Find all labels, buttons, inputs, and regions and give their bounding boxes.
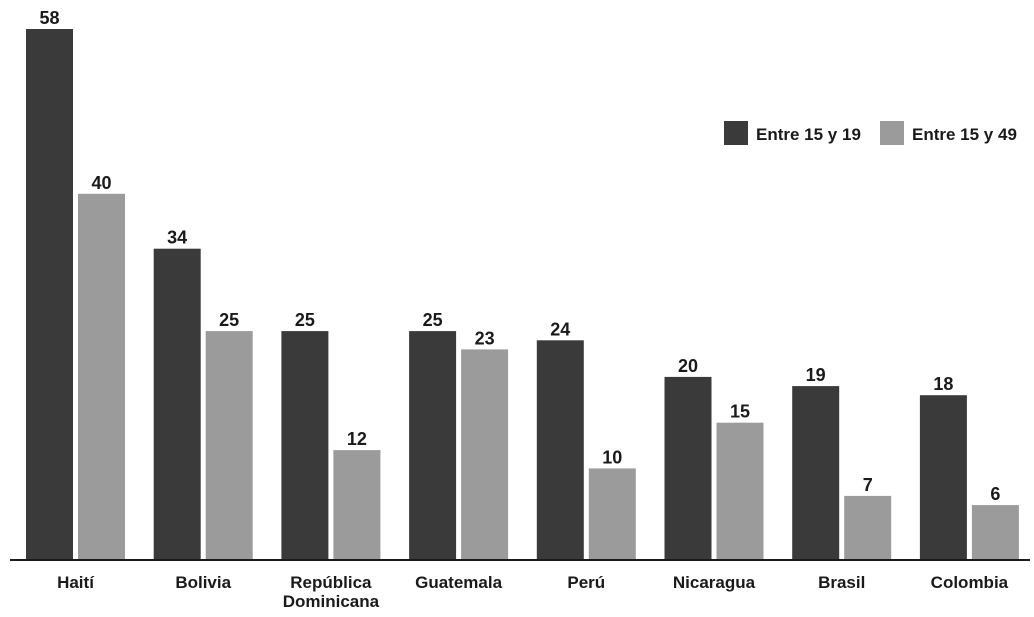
value-label-2-8: 6 bbox=[990, 484, 1000, 504]
value-label-1-1: 58 bbox=[39, 8, 59, 28]
bar-2-7 bbox=[844, 495, 892, 560]
bars-group bbox=[26, 29, 1019, 561]
legend-swatch-series-1 bbox=[724, 121, 748, 145]
legend-swatch-series-2 bbox=[880, 121, 904, 145]
category-label-3-line-2: Dominicana bbox=[283, 592, 380, 611]
value-label-2-2: 25 bbox=[219, 310, 239, 330]
bar-2-5 bbox=[588, 468, 636, 560]
category-label-1: Haití bbox=[57, 573, 95, 592]
bar-1-1 bbox=[26, 29, 73, 560]
value-label-2-6: 15 bbox=[730, 402, 750, 422]
bar-2-8 bbox=[971, 505, 1019, 560]
category-label-7: Brasil bbox=[818, 573, 865, 592]
legend: Entre 15 y 19 Entre 15 y 49 bbox=[724, 121, 1017, 145]
value-label-2-4: 23 bbox=[475, 328, 495, 348]
value-label-2-3: 12 bbox=[347, 429, 367, 449]
value-label-1-8: 18 bbox=[933, 374, 953, 394]
bar-1-2 bbox=[153, 248, 201, 560]
value-label-2-5: 10 bbox=[602, 447, 622, 467]
value-label-2-1: 40 bbox=[91, 173, 111, 193]
value-label-1-7: 19 bbox=[806, 365, 826, 385]
value-label-1-3: 25 bbox=[295, 310, 315, 330]
bar-1-6 bbox=[664, 376, 712, 560]
bar-1-3 bbox=[281, 331, 329, 560]
value-label-1-5: 24 bbox=[550, 319, 570, 339]
category-label-3-line-1: República bbox=[290, 573, 372, 592]
value-label-2-7: 7 bbox=[863, 475, 873, 495]
category-label-8: Colombia bbox=[931, 573, 1009, 592]
bar-1-8 bbox=[919, 395, 967, 560]
value-label-1-2: 34 bbox=[167, 228, 187, 248]
bar-2-6 bbox=[716, 422, 764, 560]
bar-2-3 bbox=[333, 450, 381, 560]
legend-label-series-1: Entre 15 y 19 bbox=[756, 125, 861, 144]
category-label-6: Nicaragua bbox=[673, 573, 756, 592]
value-label-1-4: 25 bbox=[423, 310, 443, 330]
bar-1-7 bbox=[792, 386, 840, 560]
bar-1-5 bbox=[536, 340, 584, 560]
category-label-5: Perú bbox=[567, 573, 605, 592]
legend-label-series-2: Entre 15 y 49 bbox=[912, 125, 1017, 144]
category-label-2: Bolivia bbox=[175, 573, 231, 592]
value-label-1-6: 20 bbox=[678, 356, 698, 376]
bar-2-2 bbox=[205, 331, 253, 560]
bar-2-1 bbox=[78, 193, 125, 561]
bar-2-4 bbox=[461, 349, 509, 560]
value-labels-group: 58 40 34 25 25 12 25 23 24 10 20 15 19 7 18 6 bbox=[39, 8, 1000, 504]
bar-1-4 bbox=[409, 331, 457, 560]
category-label-4: Guatemala bbox=[415, 573, 502, 592]
